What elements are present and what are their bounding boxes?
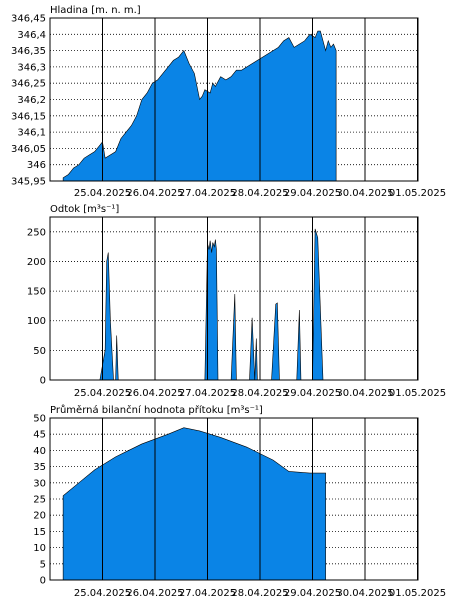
y-tick-label: 150 — [27, 287, 46, 298]
y-tick-label: 40 — [33, 446, 46, 457]
x-tick-label: 28.04.2025 — [231, 388, 288, 399]
water-level-title: Hladina [m. n. m.] — [50, 5, 141, 16]
plot-frame — [49, 17, 419, 182]
y-tick-label: 35 — [33, 462, 46, 473]
y-tick-label: 20 — [33, 511, 46, 522]
inflow-balance-title: Průměrná bilanční hodnota přítoku [m³s⁻¹… — [50, 404, 263, 416]
x-tick-label: 01.05.2025 — [389, 388, 446, 399]
y-tick-label: 346,25 — [11, 79, 46, 90]
x-tick-label: 29.04.2025 — [284, 388, 341, 399]
y-tick-label: 50 — [33, 346, 46, 357]
x-tick-label: 25.04.2025 — [74, 388, 131, 399]
x-tick-label: 27.04.2025 — [179, 588, 236, 599]
x-tick-label: 29.04.2025 — [284, 588, 341, 599]
y-tick-label: 30 — [33, 478, 46, 489]
y-tick-label: 346,45 — [11, 14, 46, 25]
outflow-title: Odtok [m³s⁻¹] — [50, 204, 119, 215]
y-tick-label: 250 — [27, 227, 46, 238]
plot-frame — [49, 216, 419, 381]
outflow-chart: 250 200 150 100 50 0 25.04.202526.04.202527.04… — [27, 204, 446, 399]
x-tick-label: 01.05.2025 — [389, 588, 446, 599]
x-tick-label: 01.05.2025 — [389, 188, 446, 199]
inflow-balance-chart: 5045403530252015105025.04.202526.04.2025… — [33, 404, 446, 599]
y-tick-label: 346,4 — [17, 30, 46, 41]
y-tick-label: 10 — [33, 543, 46, 554]
x-tick-label: 30.04.2025 — [336, 188, 393, 199]
x-tick-label: 26.04.2025 — [126, 388, 183, 399]
y-tick-label: 346,3 — [17, 62, 46, 73]
y-tick-label: 0 — [40, 376, 46, 387]
y-tick-label: 50 — [33, 414, 46, 425]
x-tick-label: 27.04.2025 — [179, 388, 236, 399]
y-tick-label: 346,1 — [17, 128, 46, 139]
plot-frame — [49, 417, 419, 581]
x-tick-label: 29.04.2025 — [284, 188, 341, 199]
y-tick-label: 346,15 — [11, 111, 46, 122]
y-tick-label: 5 — [40, 559, 46, 570]
y-tick-label: 346,2 — [17, 95, 46, 106]
water-level-chart: 346,45 346,4 346,35 346,3 346,25 346,2 346,15 3… — [11, 5, 446, 199]
x-tick-label: 25.04.2025 — [74, 588, 131, 599]
y-tick-label: 345,95 — [11, 177, 46, 188]
y-tick-label: 45 — [33, 430, 46, 441]
y-tick-label: 25 — [33, 495, 46, 506]
x-tick-label: 25.04.2025 — [74, 188, 131, 199]
y-tick-label: 346,05 — [11, 144, 46, 155]
y-tick-label: 346,35 — [11, 46, 46, 57]
x-tick-label: 26.04.2025 — [126, 188, 183, 199]
y-tick-label: 100 — [27, 316, 46, 327]
x-tick-label: 30.04.2025 — [336, 388, 393, 399]
y-tick-label: 346 — [27, 160, 46, 171]
y-tick-label: 200 — [27, 257, 46, 268]
x-tick-label: 28.04.2025 — [231, 188, 288, 199]
x-tick-label: 28.04.2025 — [231, 588, 288, 599]
x-tick-label: 27.04.2025 — [179, 188, 236, 199]
y-tick-label: 0 — [40, 576, 46, 587]
y-tick-label: 15 — [33, 527, 46, 538]
x-tick-label: 30.04.2025 — [336, 588, 393, 599]
x-tick-label: 26.04.2025 — [126, 588, 183, 599]
